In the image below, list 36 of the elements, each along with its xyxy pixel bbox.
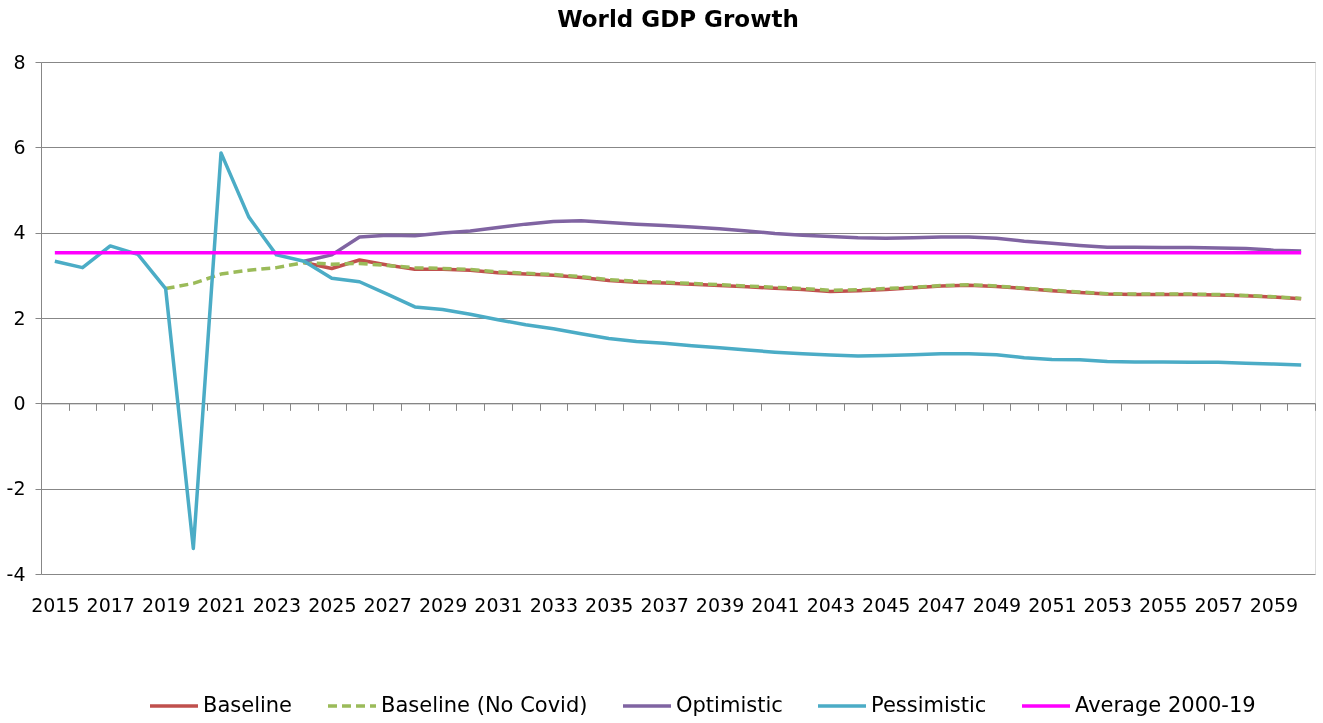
x-tick-label: 2029 [418,593,468,616]
x-tick-label: 2021 [197,593,246,616]
legend-label: Baseline [203,693,293,717]
x-tick-label: 2037 [640,593,689,616]
y-tick-label: -2 [6,477,26,500]
x-tick-label: 2019 [141,593,191,616]
x-tick-label: 2033 [529,593,579,616]
chart-title: World GDP Growth [557,6,799,32]
y-tick-label: 2 [13,306,26,329]
legend-label: Baseline (No Covid) [381,693,588,717]
y-tick-label: -4 [6,562,26,585]
x-tick-label: 2017 [86,593,135,616]
x-tick-label: 2039 [695,593,745,616]
x-tick-label: 2047 [917,593,966,616]
x-tick-label: 2055 [1138,593,1188,616]
y-tick-label: 4 [13,221,26,244]
x-tick-label: 2045 [862,593,911,616]
x-tick-label: 2051 [1028,593,1077,616]
y-tick-label: 6 [13,135,26,158]
legend-label: Pessimistic [871,693,987,717]
x-tick-label: 2043 [806,593,856,616]
x-tick-label: 2025 [308,593,357,616]
legend-label: Average 2000-19 [1075,693,1256,717]
y-tick-label: 0 [13,391,26,414]
x-tick-label: 2023 [252,593,302,616]
x-tick-label: 2027 [363,593,412,616]
y-tick-label: 8 [13,50,26,73]
x-tick-label: 2015 [31,593,80,616]
x-tick-label: 2035 [585,593,634,616]
legend-label: Optimistic [676,693,783,717]
x-tick-label: 2049 [972,593,1022,616]
x-tick-label: 2059 [1249,593,1299,616]
x-tick-label: 2057 [1194,593,1243,616]
x-tick-label: 2031 [474,593,523,616]
x-tick-label: 2053 [1083,593,1132,616]
x-tick-label: 2041 [751,593,800,616]
